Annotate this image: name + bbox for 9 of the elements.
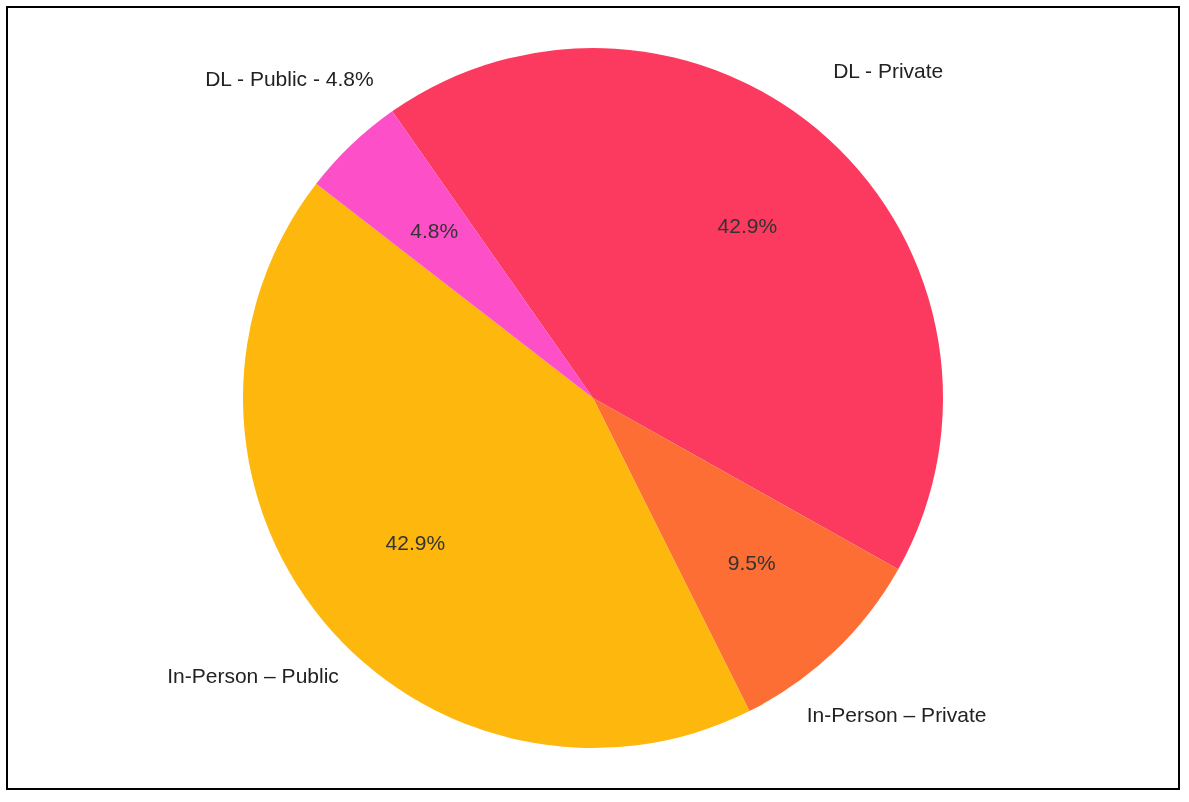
data-label: 42.9% — [385, 531, 446, 555]
slice-label: DL - Private — [833, 58, 944, 82]
data-label: 4.8% — [410, 218, 459, 242]
data-label: 42.9% — [717, 214, 778, 238]
slice-label: In-Person – Public — [167, 664, 339, 688]
data-label: 9.5% — [727, 551, 776, 575]
slice-label: In-Person – Private — [806, 703, 987, 727]
slice-label: DL - Public - 4.8% — [205, 66, 374, 90]
pie-slice — [316, 111, 593, 398]
